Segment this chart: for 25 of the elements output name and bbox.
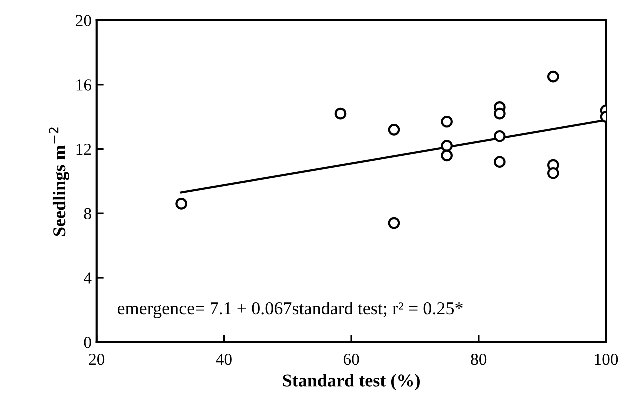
x-tick-label: 80	[471, 354, 487, 366]
x-tick-label: 60	[344, 354, 360, 366]
y-tick-label: 12	[76, 144, 92, 156]
x-axis-title: Standard test (%)	[283, 374, 420, 391]
point	[547, 70, 560, 83]
point	[494, 108, 506, 120]
point	[494, 156, 506, 168]
y-tick-label: 0	[84, 337, 92, 348]
y-tick-label: 4	[84, 272, 92, 284]
y-tick-label: 8	[84, 208, 92, 220]
y-tick-label: 16	[76, 80, 92, 91]
point	[388, 217, 400, 230]
x-tick-label: 100	[595, 354, 618, 366]
point	[334, 108, 347, 120]
point	[388, 124, 400, 136]
point	[441, 150, 453, 162]
y-axis-title: Seedlings m$^{−2}$	[49, 128, 70, 236]
point	[441, 140, 453, 152]
annotation: emergence= 7.1 + 0.067standard test; r² = 0.25*	[118, 302, 463, 318]
y-tick-label: 20	[76, 15, 92, 26]
point	[494, 130, 506, 142]
point	[547, 167, 560, 180]
x-tick-label: 40	[216, 354, 232, 366]
point	[441, 116, 453, 128]
point	[176, 198, 188, 210]
